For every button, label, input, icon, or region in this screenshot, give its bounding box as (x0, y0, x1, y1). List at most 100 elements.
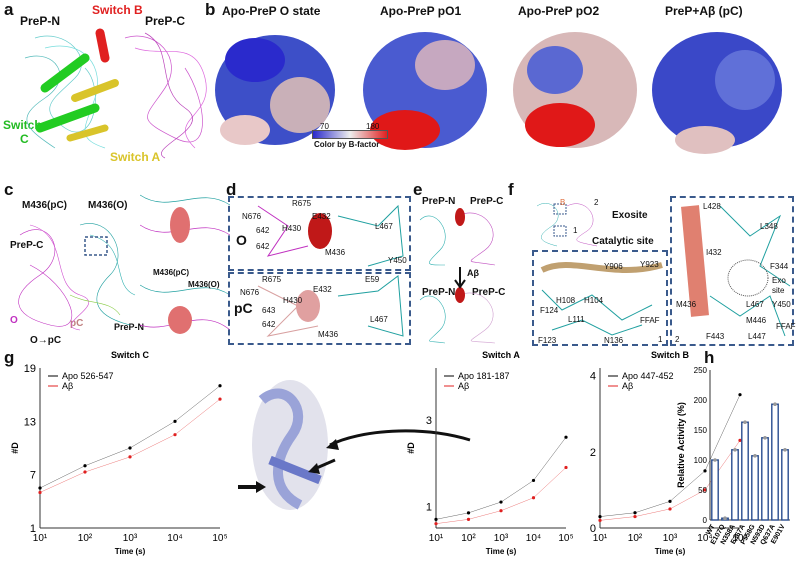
g-xtick-0-3: 10⁴ (167, 533, 182, 544)
g-ytick-0-1: 7 (30, 470, 36, 482)
g-ylabel-1: #D (406, 442, 416, 454)
d-bot-res-5: H430 (283, 296, 303, 305)
f-l-res-9: N136 (604, 336, 624, 345)
g-legend-label-1-1: Aβ (458, 381, 469, 391)
panel-c-letter: c (4, 180, 14, 199)
c-o-label: O (10, 315, 18, 326)
g-point-1-0-3 (531, 478, 536, 483)
h-dot-5 (763, 436, 767, 440)
g-point-2-1-2 (668, 507, 672, 511)
g-xtick-2-2: 10³ (663, 533, 678, 544)
h-bar-3 (741, 421, 749, 521)
h-bar-7 (781, 449, 789, 521)
g-series-line-0-0 (39, 385, 221, 489)
b-title-1: Apo-PreP O state (222, 4, 321, 18)
h-ytick-3: 150 (694, 426, 708, 435)
g-point-2-1-0 (598, 518, 602, 522)
panel-f-letter: f (508, 180, 514, 199)
panel-h-letter: h (704, 348, 715, 367)
f-l-res-5: F124 (540, 306, 559, 315)
g-xtick-1-3: 10⁴ (526, 533, 541, 544)
e-structures (419, 208, 496, 344)
g-point-2-1-4 (738, 438, 742, 442)
prep-n-label: PreP-N (20, 14, 61, 28)
g-series-line-1-0 (435, 437, 567, 520)
h-xtick-0: WT (705, 523, 717, 537)
g-ytick-1-1: 3 (426, 415, 432, 427)
switch-c-label-2: C (20, 132, 29, 146)
g-point-1-1-3 (531, 496, 536, 500)
g-xtick-2-0: 10¹ (593, 533, 608, 544)
c-m436-o-label: M436(O) (88, 200, 128, 211)
g-point-0-0-0 (38, 486, 42, 490)
f-r-res-14: 2 (675, 335, 680, 344)
c-prep-c-label: PreP-C (10, 240, 44, 251)
d-top-res-2: N676 (242, 212, 262, 221)
f-r-res-4: F344 (770, 262, 789, 271)
h-dot-6 (773, 402, 777, 406)
f-r-res-2: L348 (760, 222, 778, 231)
g-point-2-0-3 (703, 469, 707, 473)
d-bottom-box (228, 272, 411, 345)
c-zoom-m436-o: M436(O) (188, 280, 220, 289)
f-r-res-5: Exo (772, 276, 786, 285)
g-chart-title-0: Switch C (111, 350, 150, 360)
f-l-res-4: H104 (584, 296, 604, 305)
g-xlabel-2: Time (s) (655, 547, 686, 556)
g-point-1-0-4 (564, 435, 568, 439)
g-xtick-0-1: 10² (78, 533, 93, 544)
f-r-res-3: I432 (706, 248, 722, 257)
switch-c-label-1: Switch (3, 118, 42, 132)
g-xtick-1-4: 10⁵ (558, 533, 573, 544)
panel-c-zoom (140, 194, 230, 334)
g-point-1-0-2 (499, 500, 503, 504)
g-point-2-1-3 (703, 488, 707, 492)
g-point-2-0-0 (598, 514, 602, 519)
g-point-2-0-1 (633, 511, 637, 515)
e-prep-n-bottom: PreP-N (422, 287, 456, 298)
f-l-res-2: Y923 (640, 260, 659, 269)
h-ytick-0: 0 (703, 516, 708, 525)
g-ytick-2-2: 4 (590, 371, 596, 383)
h-ylabel: Relative Activity (%) (676, 402, 686, 488)
g-xtick-0-4: 10⁵ (212, 533, 227, 544)
g-xtick-0-2: 10³ (123, 533, 138, 544)
h-dot-1 (723, 516, 727, 520)
g-point-2-0-2 (668, 499, 672, 503)
f-r-res-1: L428 (703, 202, 721, 211)
g-point-1-1-1 (466, 517, 471, 521)
h-bar-4 (751, 455, 759, 521)
f-l-res-7: FFAF (640, 316, 660, 325)
g-point-0-0-3 (173, 419, 177, 423)
g-chart-title-2: Switch B (651, 350, 690, 360)
d-o-label: O (236, 232, 247, 248)
h-ytick-4: 200 (694, 396, 708, 405)
e-prep-c-top: PreP-C (470, 196, 504, 207)
h-bar-6 (771, 403, 779, 521)
d-top-res-6: E432 (312, 212, 331, 221)
g-point-0-0-2 (128, 446, 132, 450)
g-ytick-0-2: 13 (24, 416, 36, 428)
b-title-2: Apo-PreP pO1 (380, 4, 462, 18)
c-o-to-pc-label: O→pC (30, 335, 62, 346)
f-r-res-7: M436 (676, 300, 697, 309)
panel-c-structure (18, 223, 136, 331)
f-r-res-13: L447 (748, 332, 766, 341)
d-top-box (228, 196, 411, 271)
e-prep-c-bottom: PreP-C (472, 287, 506, 298)
f-l-res-3: H108 (556, 296, 576, 305)
g-legend-label-1-0: Apo 181-187 (458, 371, 510, 381)
switch-b-label: Switch B (92, 3, 143, 17)
d-bot-res-9: M436 (318, 330, 339, 339)
d-pc-label: pC (234, 300, 253, 316)
panel-d-letter: d (226, 180, 237, 199)
f-catalytic-label: Catalytic site (592, 236, 654, 247)
g-point-0-1-3 (173, 433, 177, 437)
h-bar-2 (731, 449, 739, 521)
h-dot-0 (713, 458, 717, 462)
f-r-res-12: F443 (706, 332, 725, 341)
f-left-structure (540, 262, 663, 336)
switch-a-label: Switch A (110, 150, 161, 164)
g-point-1-1-4 (564, 465, 568, 470)
